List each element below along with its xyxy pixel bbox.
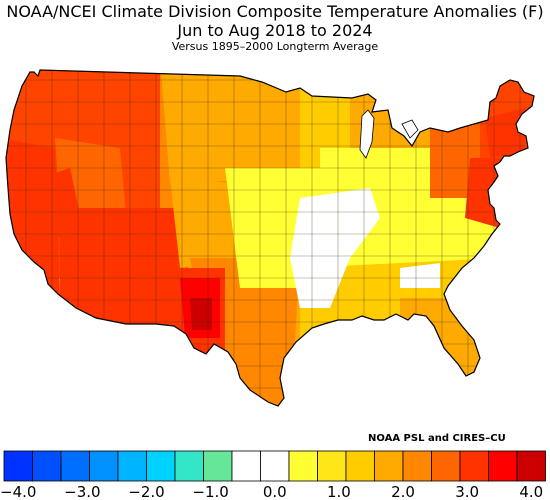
- map-subtitle: Versus 1895–2000 Longterm Average: [171, 40, 379, 53]
- color-scale-tick-label: 0.0: [263, 483, 287, 500]
- color-scale-cell: [146, 450, 176, 482]
- color-scale-ticks: −4.0 −3.0 −2.0 −1.0 0.0 1.0 2.0 3.0 4.0: [0, 483, 543, 500]
- lake-michigan: [359, 109, 375, 159]
- lake-huron: [401, 119, 419, 139]
- hotspot-southern-new-england: [485, 108, 525, 158]
- color-scale-cell: [231, 450, 261, 482]
- color-scale-cell: [431, 450, 461, 482]
- color-scale-cell: [260, 450, 290, 482]
- us-border: [5, 69, 535, 407]
- color-scale-tick-label: −1.0: [192, 483, 228, 500]
- region-florida: [400, 298, 500, 406]
- color-scale-cell: [488, 450, 518, 482]
- color-scale-tick-label: 1.0: [327, 483, 351, 500]
- zero-anomaly-zone-east: [400, 263, 440, 288]
- color-scale-cell: [117, 450, 147, 482]
- color-scale-tick-label: −2.0: [128, 483, 164, 500]
- anomaly-fill: [6, 70, 534, 406]
- color-scale-cells: [3, 450, 546, 482]
- color-scale-cell: [402, 450, 432, 482]
- color-scale-tick-label: −4.0: [0, 483, 36, 500]
- map-title: NOAA/NCEI Climate Division Composite Tem…: [6, 2, 544, 21]
- data-credit: NOAA PSL and CIRES–CU: [368, 433, 506, 444]
- color-scale-cell: [3, 450, 33, 482]
- region-mid-atlantic-coast: [465, 158, 510, 228]
- map-period: Jun to Aug 2018 to 2024: [177, 21, 373, 40]
- color-scale-cell: [89, 450, 119, 482]
- color-scale-cell: [288, 450, 318, 482]
- hotspot-core: [190, 298, 212, 330]
- hotspot-west-texas: [175, 358, 215, 388]
- color-scale-cell: [374, 450, 404, 482]
- color-scale-cell: [345, 450, 375, 482]
- color-scale-cell: [203, 450, 233, 482]
- color-scale-tick-label: 2.0: [391, 483, 415, 500]
- color-scale-cell: [459, 450, 489, 482]
- region-northern-plains: [160, 70, 305, 183]
- anomaly-color-scale: −4.0 −3.0 −2.0 −1.0 0.0 1.0 2.0 3.0 4.0: [0, 450, 546, 500]
- us-anomaly-map: [5, 69, 535, 407]
- hotspot-sierra: [40, 168, 85, 238]
- color-scale-cell: [516, 450, 546, 482]
- color-scale-tick-label: −3.0: [64, 483, 100, 500]
- color-scale-cell: [32, 450, 62, 482]
- color-scale-cell: [60, 450, 90, 482]
- color-scale-cell: [174, 450, 204, 482]
- color-scale-cell: [317, 450, 347, 482]
- color-scale-tick-label: 3.0: [455, 483, 479, 500]
- color-scale-tick-label: 4.0: [519, 483, 543, 500]
